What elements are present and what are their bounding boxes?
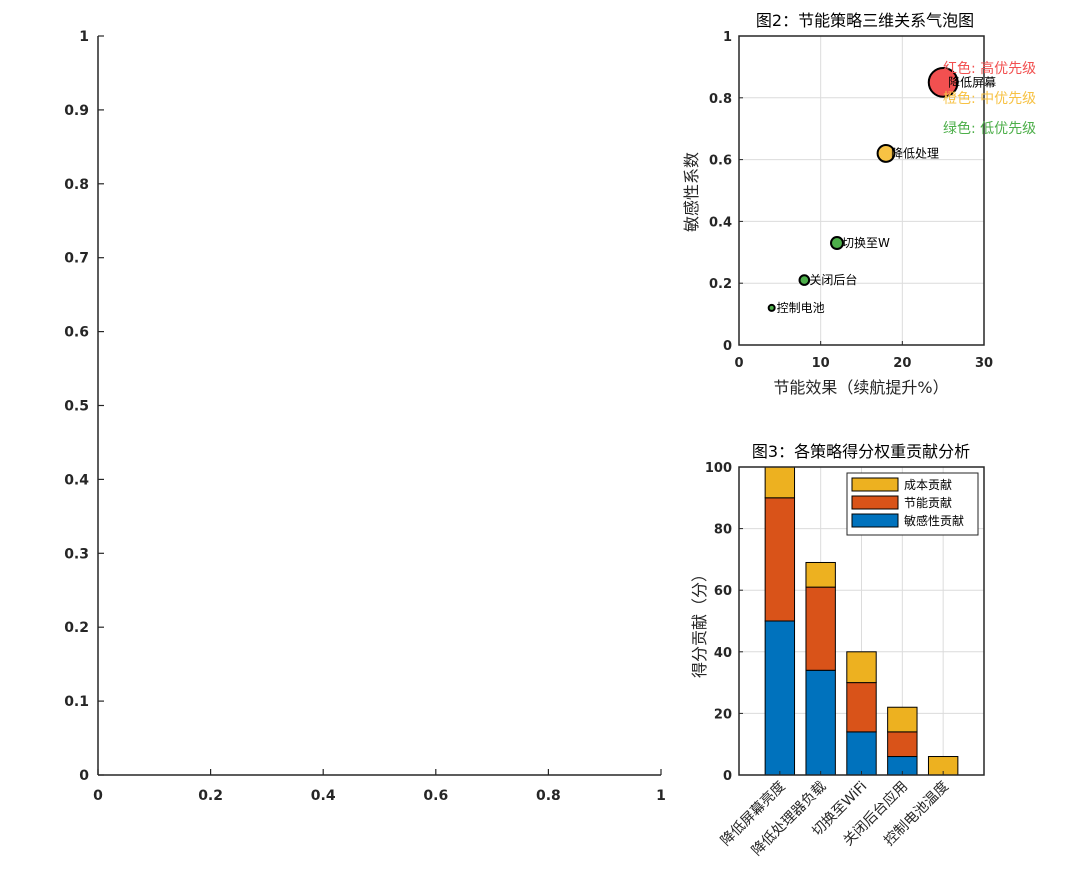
bubble-chart-x-ticks: 0 10 20 30 xyxy=(734,341,993,371)
bar-segment xyxy=(846,731,877,776)
bubble-chart-frame xyxy=(738,35,985,346)
bar-segment xyxy=(887,706,918,733)
bubble-point xyxy=(927,66,959,98)
y-tick-label: 0.6 xyxy=(709,154,732,169)
x-tick-label: 0.6 xyxy=(423,788,448,804)
y-tick-label: 0.2 xyxy=(709,277,732,292)
priority-legend-entry: 红色: 高优先级 xyxy=(943,60,1036,77)
x-tick-label: 0 xyxy=(93,788,103,804)
bubble-chart: 图2：节能策略三维关系气泡图 0 0.2 0.4 0.6 0.8 1 0 10 20 30 降低… xyxy=(682,11,1036,397)
bubble-label: 降低处理 xyxy=(891,146,939,160)
legend-swatch xyxy=(851,495,899,510)
bar-segment xyxy=(805,561,836,588)
bar-segment xyxy=(805,586,836,671)
empty-axes: 0 0.1 0.2 0.3 0.4 0.5 0.6 0.7 0.8 0.9 1 0 0.2 0.4 0.6… xyxy=(64,29,666,804)
y-tick-label: 0.8 xyxy=(64,177,89,193)
y-tick-label: 40 xyxy=(714,646,732,661)
y-tick-label: 80 xyxy=(714,523,732,538)
y-tick-label: 0 xyxy=(79,768,89,784)
bar-segment xyxy=(764,466,796,499)
bubble-chart-title: 图2：节能策略三维关系气泡图 xyxy=(756,11,974,30)
x-tick-label: 0.4 xyxy=(311,788,336,804)
y-tick-label: 60 xyxy=(714,584,732,599)
priority-legend-entry: 橙色: 中优先级 xyxy=(943,90,1036,107)
x-tick-label: 0.2 xyxy=(198,788,223,804)
bubble-point xyxy=(830,236,844,251)
x-tick-label: 0.8 xyxy=(536,788,561,804)
bar-segment xyxy=(846,682,877,733)
stacked-bar-chart-y-label: 得分贡献（分） xyxy=(690,566,709,678)
x-tick-label: 30 xyxy=(975,356,993,371)
y-tick-label: 0.4 xyxy=(64,472,89,488)
y-tick-label: 100 xyxy=(705,461,732,476)
bar-segment xyxy=(764,497,796,622)
x-tick-label: 1 xyxy=(656,788,666,804)
legend-label: 节能贡献 xyxy=(904,495,952,510)
y-tick-label: 0.7 xyxy=(64,251,89,267)
y-tick-label: 0.5 xyxy=(64,399,89,415)
y-tick-label: 0.3 xyxy=(64,546,89,562)
bar-segment xyxy=(846,651,877,684)
bar-segment xyxy=(887,731,918,758)
y-tick-label: 0.8 xyxy=(709,92,732,107)
bubble-chart-x-label: 节能效果（续航提升%） xyxy=(773,378,948,397)
bubble-label: 关闭后台 xyxy=(809,272,857,287)
empty-axes-y-ticks: 0 0.1 0.2 0.3 0.4 0.5 0.6 0.7 0.8 0.9 1 xyxy=(64,29,104,784)
y-tick-label: 0.4 xyxy=(709,215,732,230)
stacked-bar-chart-title: 图3：各策略得分权重贡献分析 xyxy=(752,442,970,461)
priority-legend-entry: 绿色: 低优先级 xyxy=(943,120,1036,137)
bubble-chart-y-label: 敏感性系数 xyxy=(682,152,701,232)
legend-label: 敏感性贡献 xyxy=(904,513,964,528)
bubble-chart-y-ticks: 0 0.2 0.4 0.6 0.8 1 xyxy=(709,30,743,354)
x-tick-label: 0 xyxy=(734,356,743,371)
y-tick-label: 0.9 xyxy=(64,103,89,119)
legend-swatch xyxy=(851,513,899,528)
y-tick-label: 1 xyxy=(723,30,732,45)
y-tick-label: 0 xyxy=(723,339,732,354)
bubble-label: 切换至W xyxy=(842,236,890,250)
bar-segment xyxy=(805,669,836,776)
x-tick-label: 20 xyxy=(893,356,911,371)
y-tick-label: 0.6 xyxy=(64,325,89,341)
bubble-point xyxy=(798,274,811,286)
y-tick-label: 1 xyxy=(79,29,89,45)
stacked-bar-chart-bars xyxy=(764,466,959,776)
bubble-point xyxy=(767,303,776,312)
stacked-bar-chart-y-ticks: 0 20 40 60 80 100 xyxy=(705,461,743,784)
y-tick-label: 0.2 xyxy=(64,620,89,636)
bar-segment xyxy=(764,620,796,776)
bubble-label: 降低屏幕 xyxy=(948,75,996,89)
y-tick-label: 20 xyxy=(714,707,732,722)
empty-axes-x-ticks: 0 0.2 0.4 0.6 0.8 1 xyxy=(93,769,666,804)
y-tick-label: 0.1 xyxy=(64,694,89,710)
legend-label: 成本贡献 xyxy=(904,477,952,492)
bubble-point xyxy=(876,144,896,163)
legend-swatch xyxy=(851,477,899,492)
bubble-label: 控制电池 xyxy=(777,301,825,315)
x-tick-label: 10 xyxy=(812,356,830,371)
y-tick-label: 0 xyxy=(723,769,732,784)
